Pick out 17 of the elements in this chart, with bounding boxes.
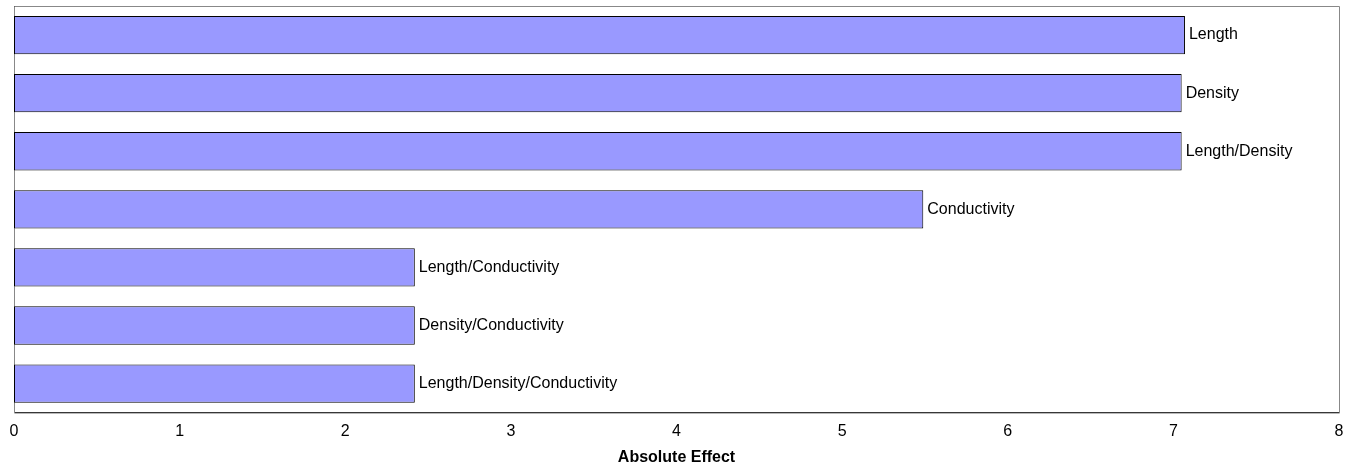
y-tick-label: Density/Conductivity <box>418 315 564 333</box>
x-tick-label: 7 <box>1168 421 1178 439</box>
x-tick-label: 8 <box>1334 421 1344 439</box>
y-tick-label: Density <box>1185 83 1240 101</box>
y-tick-label: Length <box>1188 25 1238 43</box>
y-tick-label: Length/Density/Conductivity <box>418 373 618 391</box>
x-tick-label: 1 <box>175 421 185 439</box>
x-tick-label: 3 <box>506 421 516 439</box>
y-tick-label: Length/Density <box>1185 141 1293 159</box>
x-tick-label: 4 <box>672 421 682 439</box>
y-tick-label: Length/Conductivity <box>418 257 560 275</box>
x-tick-label: 0 <box>9 421 19 439</box>
x-tick-label: 6 <box>1003 421 1013 439</box>
x-tick-label: 2 <box>340 421 350 439</box>
x-axis-title: Absolute Effect <box>617 447 736 465</box>
x-tick-label: 5 <box>837 421 847 439</box>
y-tick-label: Conductivity <box>927 199 1015 217</box>
